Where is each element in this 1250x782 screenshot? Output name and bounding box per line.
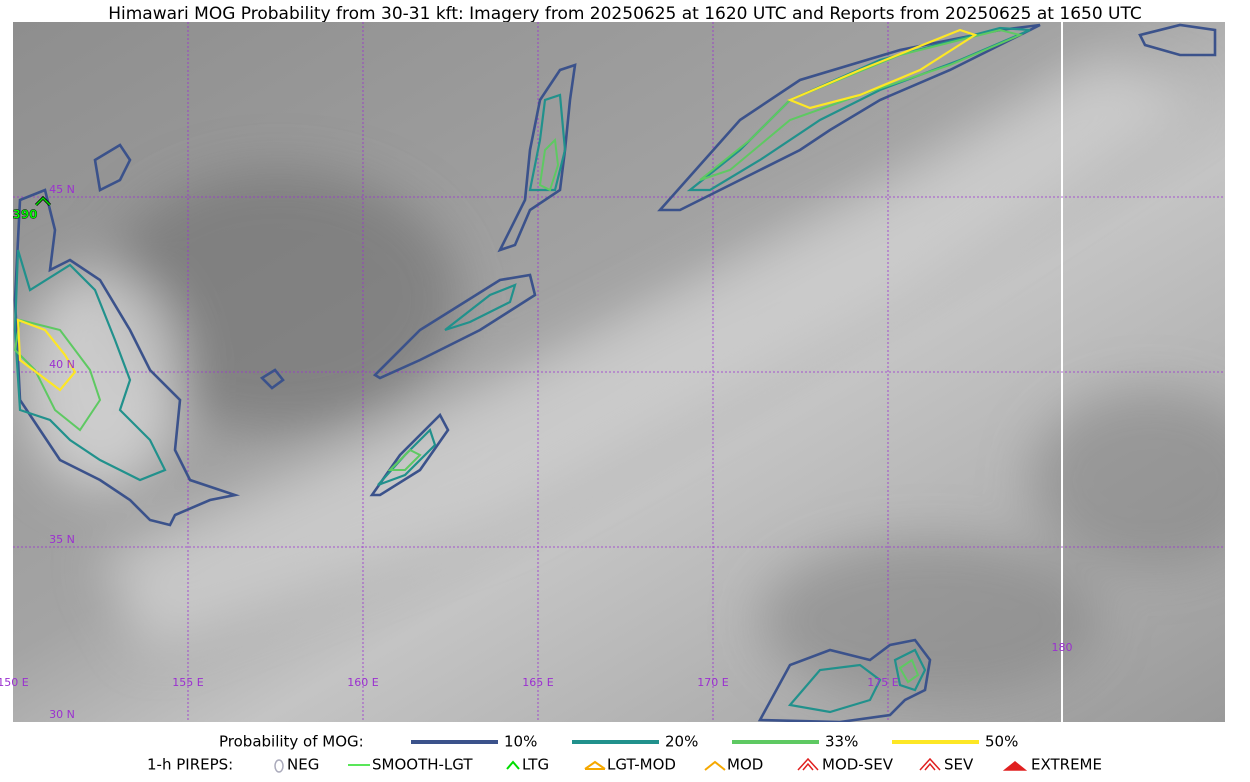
cloud-features bbox=[20, 60, 1225, 700]
pirep-label: LGT-MOD bbox=[607, 756, 676, 774]
graticule bbox=[13, 22, 1225, 722]
pirep-label: SEV bbox=[944, 756, 974, 774]
legend-label: 50% bbox=[985, 733, 1018, 751]
lat-label: 45 N bbox=[49, 183, 75, 196]
pirep-symbol bbox=[704, 760, 726, 771]
pirep: 390 bbox=[12, 195, 52, 222]
legend-label: 20% bbox=[665, 733, 698, 751]
legend-label: 33% bbox=[825, 733, 858, 751]
pirep-label: MOD-SEV bbox=[822, 756, 894, 774]
pirep-altitude: 390 bbox=[12, 208, 37, 222]
lon-label: 170 E bbox=[697, 676, 728, 689]
pirep-symbol bbox=[1002, 761, 1028, 771]
pirep-label: MOD bbox=[727, 756, 763, 774]
map: 390 bbox=[12, 22, 1225, 722]
lon-label: 150 E bbox=[0, 676, 29, 689]
pirep-label: NEG bbox=[287, 756, 319, 774]
legend: Probability of MOG: 10% 20% 33% 50% 1-h PIREP… bbox=[147, 733, 1102, 774]
pirep-symbol bbox=[506, 760, 520, 770]
legend-title: 1-h PIREPS: bbox=[147, 756, 233, 774]
pirep-symbol bbox=[274, 759, 284, 773]
pirep-symbol bbox=[797, 757, 819, 771]
lon-label: 160 E bbox=[347, 676, 378, 689]
mog-contours bbox=[13, 23, 1217, 722]
lon-label: 165 E bbox=[522, 676, 553, 689]
pirep-symbol bbox=[919, 757, 941, 771]
lon-label: 155 E bbox=[172, 676, 203, 689]
lon-label: 180 bbox=[1052, 641, 1073, 654]
lat-label: 40 N bbox=[49, 358, 75, 371]
map-labels: 45 N 40 N 35 N 30 N 150 E 155 E 160 E 165 E 170 … bbox=[0, 183, 1073, 721]
pirep-label: LTG bbox=[522, 756, 549, 774]
lon-label: 175 E bbox=[867, 676, 898, 689]
legend-title: Probability of MOG: bbox=[219, 733, 364, 751]
pirep-label: SMOOTH-LGT bbox=[372, 756, 473, 774]
pirep-symbol bbox=[584, 760, 606, 770]
lat-label: 35 N bbox=[49, 533, 75, 546]
legend-label: 10% bbox=[504, 733, 537, 751]
pirep-label: EXTREME bbox=[1031, 756, 1102, 774]
title: Himawari MOG Probability from 30-31 kft:… bbox=[108, 4, 1142, 24]
lat-label: 30 N bbox=[49, 708, 75, 721]
